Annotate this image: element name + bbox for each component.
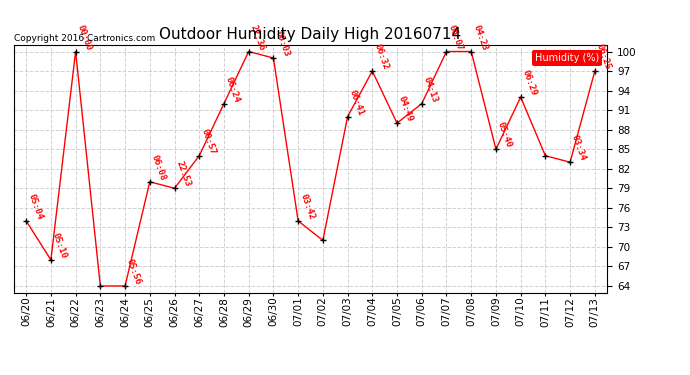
Text: Copyright 2016 Cartronics.com: Copyright 2016 Cartronics.com [14,33,155,42]
Text: 06:32: 06:32 [373,43,390,71]
Text: 04:49: 04:49 [397,95,415,123]
Text: 00:57: 00:57 [199,128,217,156]
Text: 04:23: 04:23 [471,23,489,51]
Text: 06:41: 06:41 [348,88,365,117]
Text: 05:40: 05:40 [496,121,513,149]
Text: 05:56: 05:56 [125,258,143,286]
Text: 06:07: 06:07 [446,23,464,51]
Text: 05:04: 05:04 [26,192,43,221]
Text: 03:34: 03:34 [570,134,588,162]
Text: 06:29: 06:29 [521,69,538,97]
Legend: Humidity (%): Humidity (%) [532,50,602,66]
Text: 22:36: 22:36 [248,23,266,51]
Text: 22:53: 22:53 [175,160,192,188]
Title: Outdoor Humidity Daily High 20160714: Outdoor Humidity Daily High 20160714 [159,27,462,42]
Text: 06:08: 06:08 [150,153,168,182]
Text: 00:03: 00:03 [273,30,291,58]
Text: 06:25: 06:25 [595,43,613,71]
Text: 03:42: 03:42 [298,192,316,221]
Text: 06:24: 06:24 [224,75,241,104]
Text: 04:13: 04:13 [422,75,440,104]
Text: 05:10: 05:10 [51,232,68,260]
Text: 00:00: 00:00 [76,23,93,51]
